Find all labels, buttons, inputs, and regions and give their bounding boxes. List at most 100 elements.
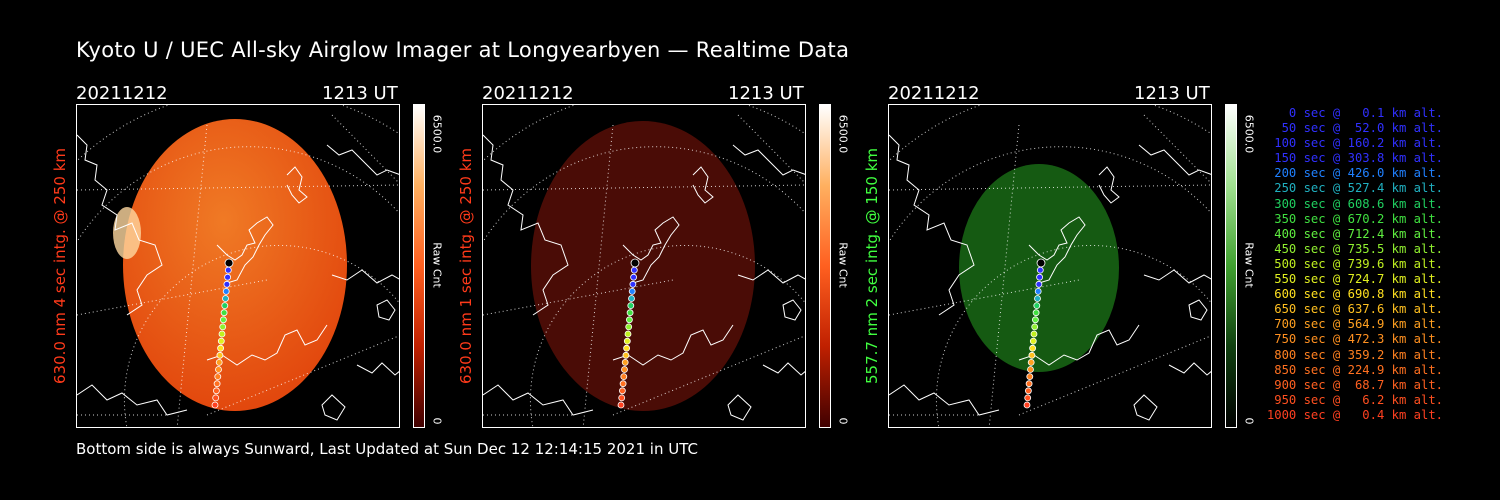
graticule-line <box>1143 114 1211 184</box>
coastline <box>356 362 399 376</box>
coastline <box>331 269 399 284</box>
trajectory-point <box>1029 337 1037 345</box>
coastline <box>889 384 1000 416</box>
trajectory-point <box>1029 344 1037 352</box>
panel-side-label: 557.7 nm 2 sec intg. @ 150 km <box>862 104 882 428</box>
trajectory-point <box>630 258 640 268</box>
airglow-field <box>123 119 347 411</box>
legend-entry: 250 sec @ 527.4 km alt. <box>1274 181 1443 196</box>
trajectory-point <box>1026 373 1034 381</box>
legend-entry: 0 sec @ 0.1 km alt. <box>1288 106 1443 120</box>
trajectory-point <box>1025 380 1033 388</box>
trajectory-point <box>212 394 220 402</box>
trajectory-point <box>220 309 228 317</box>
trajectory-point <box>224 266 232 274</box>
trajectory-point <box>630 266 638 274</box>
coastline <box>762 362 805 376</box>
trajectory-point <box>1032 309 1040 317</box>
coastline <box>1188 299 1208 321</box>
trajectory-point <box>623 337 631 345</box>
trajectory-point <box>620 373 628 381</box>
legend-entry: 550 sec @ 724.7 km alt. <box>1274 272 1443 287</box>
coastline <box>1028 216 1086 284</box>
graticule-line <box>612 335 805 416</box>
trajectory-point <box>1033 302 1041 310</box>
trajectory-point <box>211 401 219 409</box>
colorbar-min: 0 <box>430 417 444 425</box>
trajectory-point <box>212 387 220 395</box>
colorbar <box>1225 104 1237 428</box>
trajectory-point <box>624 330 632 338</box>
graticule-line <box>582 124 614 427</box>
trajectory-point <box>219 316 227 324</box>
airglow-panel-2: 630.0 nm 1 sec intg. @ 250 km 20211212 1… <box>457 80 866 440</box>
panel-time: 1213 UT <box>1134 83 1210 104</box>
trajectory-point <box>617 401 625 409</box>
colorbar <box>413 104 425 428</box>
trajectory-point <box>621 366 628 373</box>
legend-entry: 500 sec @ 739.6 km alt. <box>1274 256 1443 271</box>
allsky-image <box>482 104 806 428</box>
trajectory-point <box>222 295 229 302</box>
trajectory-point <box>618 387 626 395</box>
trajectory-point <box>621 358 629 366</box>
legend-entry: 400 sec @ 712.4 km alt. <box>1274 226 1443 241</box>
trajectory-point <box>215 366 222 373</box>
trajectory-point <box>1036 266 1044 274</box>
trajectory-point <box>1036 273 1044 281</box>
coastline <box>206 324 328 366</box>
trajectory-point <box>622 351 630 359</box>
coastline <box>77 384 188 416</box>
coastline <box>737 269 805 284</box>
colorbar-min: 0 <box>836 417 850 425</box>
trajectory-point <box>1031 323 1039 331</box>
trajectory-point <box>626 309 634 317</box>
page-title: Kyoto U / UEC All-sky Airglow Imager at … <box>76 38 850 62</box>
legend-entry: 600 sec @ 690.8 km alt. <box>1274 287 1443 302</box>
colorbar-unit: Raw Cnt <box>430 242 444 288</box>
trajectory-point <box>618 394 626 402</box>
panel-date: 20211212 <box>482 83 574 104</box>
trajectory-point <box>623 344 631 352</box>
colorbar-unit: Raw Cnt <box>1242 242 1256 288</box>
side-label-text: 557.7 nm 2 sec intg. @ 150 km <box>863 147 881 385</box>
graticule-line <box>988 124 1020 427</box>
allsky-image <box>888 104 1212 428</box>
colorbar <box>819 104 831 428</box>
legend-entry: 950 sec @ 6.2 km alt. <box>1274 392 1443 407</box>
airglow-panel-1: 630.0 nm 4 sec intg. @ 250 km 20211212 1… <box>51 80 460 440</box>
coastline <box>483 384 594 416</box>
legend-entry: 350 sec @ 670.2 km alt. <box>1274 211 1443 226</box>
trajectory-point <box>625 316 633 324</box>
coastline <box>321 394 346 421</box>
trajectory-point <box>625 323 633 331</box>
coastline <box>1133 394 1158 421</box>
bright-patch <box>113 207 141 259</box>
trajectory-point <box>222 287 230 295</box>
coastline <box>622 216 680 284</box>
trajectory-point <box>628 287 636 295</box>
legend-entry: 850 sec @ 224.9 km alt. <box>1274 362 1443 377</box>
panel-date: 20211212 <box>76 83 168 104</box>
trajectory-point <box>1024 394 1032 402</box>
legend-entry: 700 sec @ 564.9 km alt. <box>1274 317 1443 332</box>
graticule-line <box>1018 335 1211 416</box>
graticule-line <box>737 114 805 184</box>
panel-side-label: 630.0 nm 4 sec intg. @ 250 km <box>50 104 70 428</box>
colorbar-max: 6500.0 <box>430 114 444 154</box>
side-label-text: 630.0 nm 4 sec intg. @ 250 km <box>51 147 69 385</box>
allsky-image <box>76 104 400 428</box>
trajectory-point <box>1027 366 1034 373</box>
trajectory-point <box>217 344 225 352</box>
legend-entry: 150 sec @ 303.8 km alt. <box>1274 151 1443 166</box>
trajectory-point <box>1024 387 1032 395</box>
allsky-svg <box>77 105 399 427</box>
trajectory-point <box>219 323 227 331</box>
trajectory-point <box>221 302 229 310</box>
trajectory-point <box>619 380 627 388</box>
coastline <box>77 134 163 316</box>
colorbar-max: 6500.0 <box>836 114 850 154</box>
trajectory-point <box>215 358 223 366</box>
coastline <box>727 394 752 421</box>
coastline <box>1018 324 1140 366</box>
